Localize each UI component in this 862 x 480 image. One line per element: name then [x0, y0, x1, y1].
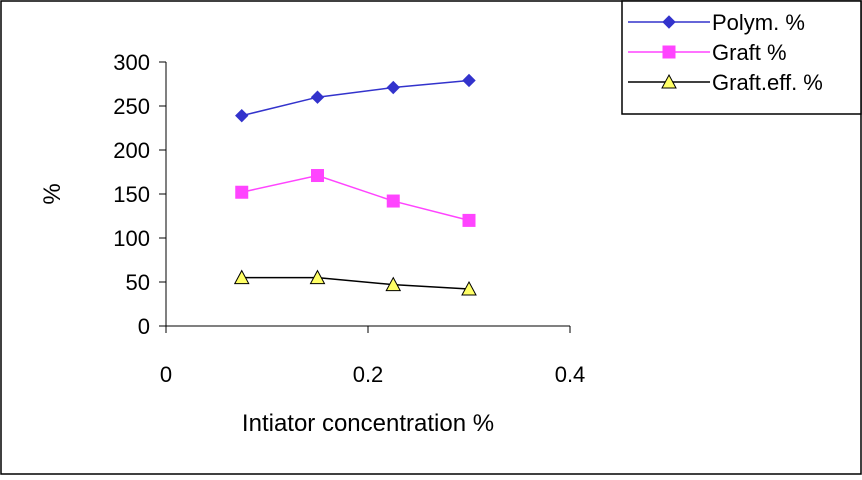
data-point: [386, 194, 400, 208]
data-point: [462, 213, 476, 227]
x-tick-label: 0.4: [555, 362, 586, 387]
legend-label: Polym. %: [712, 10, 805, 35]
data-point: [462, 73, 476, 88]
legend-label: Graft %: [712, 40, 787, 65]
legend-entry: Polym. %: [628, 10, 805, 35]
legend-marker: [662, 15, 676, 29]
data-point: [233, 269, 250, 285]
legend-label: Graft.eff. %: [712, 70, 823, 95]
y-axis-label: %: [39, 183, 66, 204]
series-line: [241, 79, 470, 117]
x-ticks: 0 0.2 0.4: [160, 326, 585, 387]
y-tick-label: 300: [113, 50, 150, 75]
data-point: [235, 108, 249, 123]
legend: Polym. % Graft % Graft.eff. %: [621, 0, 862, 115]
axes: 0 50 100 150 200 250 300 0 0.2 0.4: [113, 50, 585, 387]
data-point: [309, 269, 326, 285]
y-tick-label: 150: [113, 182, 150, 207]
data-point: [311, 169, 324, 183]
data-point: [310, 90, 325, 104]
data-point: [386, 80, 400, 95]
data-point: [461, 280, 477, 296]
x-tick-label: 0: [160, 362, 172, 387]
series-1: [235, 73, 476, 123]
legend-entry: Graft %: [628, 40, 787, 65]
series-line: [241, 174, 470, 222]
y-tick-label: 100: [113, 226, 150, 251]
series-layer: [233, 73, 477, 296]
y-tick-label: 0: [138, 314, 150, 339]
y-tick-label: 50: [126, 270, 150, 295]
y-ticks: 0 50 100 150 200 250 300: [113, 50, 166, 339]
legend-marker: [661, 73, 677, 89]
data-point: [385, 276, 402, 292]
legend-marker: [662, 45, 676, 59]
legend-entry: Graft.eff. %: [628, 70, 823, 95]
series-line: [241, 276, 470, 290]
legend-box: [621, 0, 862, 115]
y-tick-label: 250: [113, 94, 150, 119]
x-axis-label: Intiator concentration %: [242, 410, 494, 437]
series-3: [233, 269, 477, 296]
y-tick-label: 200: [113, 138, 150, 163]
series-2: [235, 169, 476, 227]
x-tick-label: 0.2: [353, 362, 384, 387]
data-point: [235, 185, 249, 199]
